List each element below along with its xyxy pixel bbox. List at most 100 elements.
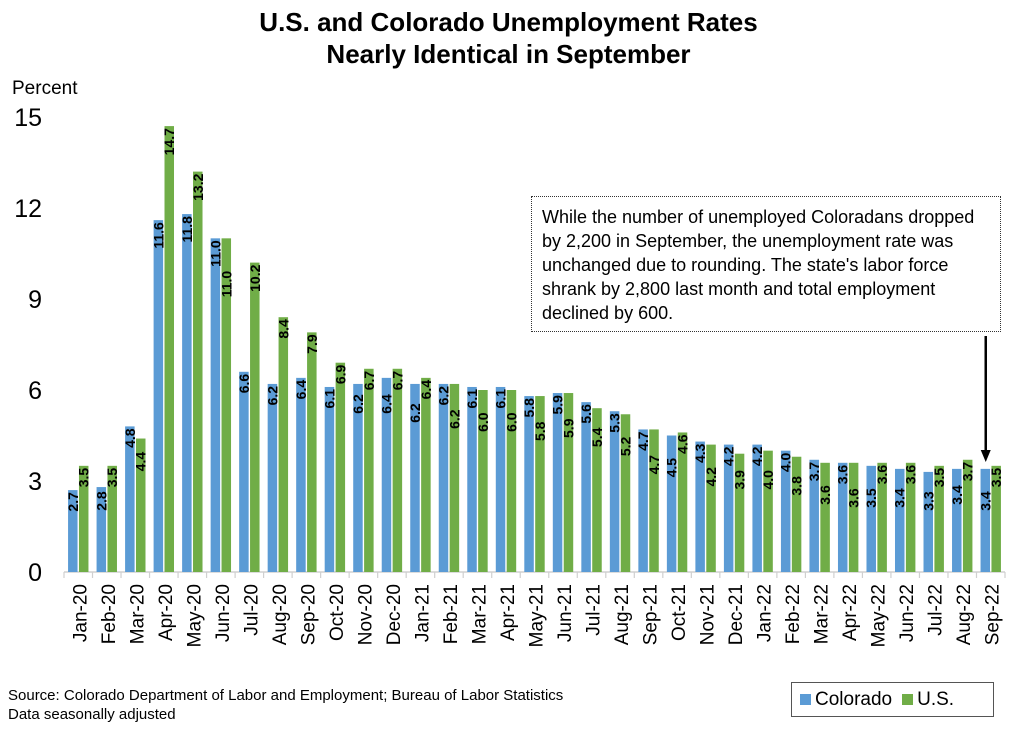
data-label: 4.7 xyxy=(635,431,651,451)
data-label: 11.8 xyxy=(179,216,195,243)
data-label: 4.2 xyxy=(703,467,719,487)
y-tick-label: 3 xyxy=(28,468,42,496)
x-tick-label: Apr-20 xyxy=(156,584,177,641)
data-label: 3.6 xyxy=(903,465,919,485)
bar-us xyxy=(706,444,716,572)
data-label: 3.4 xyxy=(949,485,965,505)
data-label: 4.2 xyxy=(721,446,737,466)
x-tick-label: Jul-21 xyxy=(584,584,605,636)
bar-us xyxy=(506,390,517,572)
data-label: 2.8 xyxy=(93,491,109,511)
data-label: 6.2 xyxy=(446,409,462,429)
title-line-1: U.S. and Colorado Unemployment Rates xyxy=(259,7,758,37)
x-tick-label: Sep-20 xyxy=(298,584,319,645)
bar-colorado xyxy=(438,383,449,572)
y-tick-label: 12 xyxy=(14,195,42,223)
data-label: 5.2 xyxy=(617,436,633,456)
data-label: 14.7 xyxy=(161,128,177,155)
x-tick-label: Feb-21 xyxy=(441,584,462,644)
data-label: 10.2 xyxy=(247,264,263,291)
bar-colorado xyxy=(267,383,278,572)
data-label: 11.0 xyxy=(218,271,234,298)
y-tick-label: 6 xyxy=(28,377,42,405)
data-label: 6.2 xyxy=(436,386,452,406)
x-tick-label: Jan-21 xyxy=(412,584,433,642)
data-label: 6.9 xyxy=(332,364,348,384)
footnote-text: Data seasonally adjusted xyxy=(8,706,176,723)
bar-colorado xyxy=(980,468,991,572)
x-tick-label: Jul-20 xyxy=(241,584,262,636)
bar-colorado xyxy=(239,371,249,572)
bar-us xyxy=(791,456,802,572)
chart-title: U.S. and Colorado Unemployment Rates Nea… xyxy=(0,6,1017,70)
x-tick-label: Feb-22 xyxy=(783,584,804,644)
data-label: 5.9 xyxy=(550,395,566,415)
data-label: 6.4 xyxy=(378,394,394,414)
bar-colorado xyxy=(581,402,591,572)
bar-colorado xyxy=(296,377,306,572)
bar-colorado xyxy=(125,426,135,572)
x-tick-label: Jun-22 xyxy=(897,584,918,642)
x-tick-label: Aug-20 xyxy=(270,584,291,645)
x-tick-label: Oct-21 xyxy=(669,584,690,641)
data-label: 5.6 xyxy=(578,404,594,424)
data-label: 13.2 xyxy=(190,173,206,200)
data-label: 4.8 xyxy=(122,428,138,448)
bar-us xyxy=(934,465,944,572)
bar-colorado xyxy=(182,214,192,573)
bar-colorado xyxy=(381,377,392,572)
bar-us xyxy=(449,383,460,572)
bar-colorado xyxy=(495,386,506,572)
bar-us xyxy=(592,408,602,572)
x-tick-label: May-21 xyxy=(527,584,548,647)
data-label: 4.6 xyxy=(675,434,691,454)
bar-colorado xyxy=(952,468,962,572)
data-label: 4.0 xyxy=(778,452,794,472)
bar-us xyxy=(649,429,659,572)
x-tick-label: Sep-22 xyxy=(983,584,1004,645)
bar-colorado xyxy=(752,444,762,572)
data-label: 3.5 xyxy=(931,468,947,488)
bar-us xyxy=(677,432,688,572)
bar-colorado xyxy=(638,429,648,572)
data-label: 6.4 xyxy=(418,380,434,400)
data-label: 3.3 xyxy=(920,491,936,511)
data-label: 4.5 xyxy=(664,458,680,478)
bar-us xyxy=(620,414,631,572)
bar-colorado xyxy=(666,435,677,572)
bar-us xyxy=(962,459,973,572)
x-tick-label: Feb-20 xyxy=(99,584,120,644)
x-tick-label: Jun-20 xyxy=(213,584,234,642)
bar-colorado xyxy=(923,471,934,572)
arrowhead-icon xyxy=(980,450,991,462)
bar-colorado xyxy=(809,459,819,572)
x-tick-label: Mar-21 xyxy=(469,584,490,644)
data-label: 3.4 xyxy=(892,488,908,508)
bar-us xyxy=(78,465,89,572)
bar-colorado xyxy=(780,450,791,572)
bar-us xyxy=(135,438,146,572)
title-line-2: Nearly Identical in September xyxy=(326,39,691,69)
data-label: 6.1 xyxy=(493,389,509,409)
data-label: 3.5 xyxy=(104,468,120,488)
bar-us xyxy=(877,462,887,572)
data-label: 6.0 xyxy=(475,412,491,432)
data-label: 3.4 xyxy=(977,491,993,511)
source-note: Source: Colorado Department of Labor and… xyxy=(8,686,563,724)
x-tick-label: Aug-21 xyxy=(612,584,633,645)
legend-item-colorado: Colorado xyxy=(800,689,892,711)
data-label: 6.2 xyxy=(350,394,366,414)
bar-us xyxy=(421,377,431,572)
legend-item-us: U.S. xyxy=(902,689,954,711)
data-label: 6.1 xyxy=(464,389,480,409)
data-label: 5.4 xyxy=(589,427,605,447)
data-label: 3.5 xyxy=(863,488,879,508)
legend: Colorado U.S. xyxy=(791,682,994,717)
bar-us xyxy=(848,462,859,572)
data-label: 6.6 xyxy=(236,374,252,394)
data-label: 4.0 xyxy=(760,470,776,490)
bar-colorado xyxy=(552,393,563,572)
data-label: 3.6 xyxy=(846,488,862,508)
x-tick-label: Oct-20 xyxy=(327,584,348,641)
legend-label: U.S. xyxy=(917,688,955,710)
